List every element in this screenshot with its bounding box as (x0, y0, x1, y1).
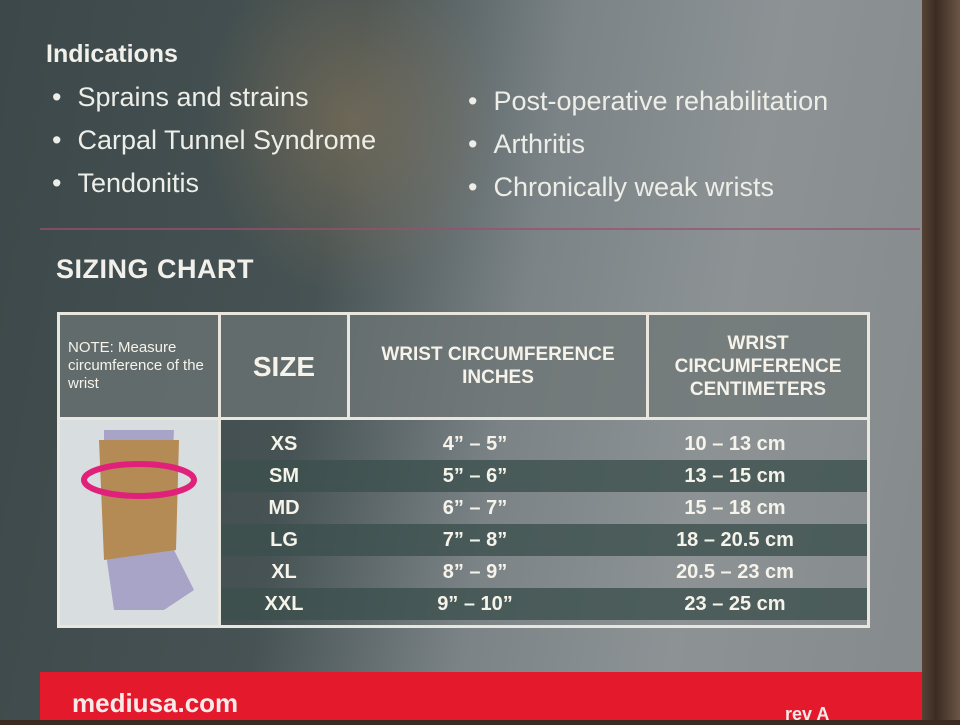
cell-size: MD (268, 497, 300, 519)
note-cell: NOTE: Measure circumference of the wrist (57, 312, 221, 420)
cell-inches: 7” – 8” (442, 529, 508, 551)
cell-cm: 23 – 25 cm (684, 593, 786, 615)
indication-item: Chronically weak wrists (468, 172, 828, 215)
sizing-chart-title: SIZING CHART (56, 254, 254, 284)
indication-item: Post-operative rehabilitation (468, 86, 828, 129)
footer-band (40, 672, 922, 720)
cell-inches: 9” – 10” (437, 593, 513, 615)
revision-label: rev A (785, 704, 830, 724)
cell-size: XL (271, 561, 297, 583)
cell-inches: 6” – 7” (442, 497, 508, 519)
cell-cm: 13 – 15 cm (684, 465, 786, 487)
cell-size: LG (270, 529, 298, 551)
wood-background (920, 0, 960, 720)
measure-wrist-icon (81, 430, 197, 610)
cell-size: XXL (264, 593, 304, 615)
sizing-table: NOTE: Measure circumference of the wrist… (57, 312, 870, 628)
cell-cm: 10 – 13 cm (684, 433, 786, 455)
indications-left: Sprains and strains Carpal Tunnel Syndro… (52, 82, 376, 211)
size-row: XS 4” – 5” 10 – 13 cm (221, 428, 867, 460)
cell-cm: 20.5 – 23 cm (676, 561, 794, 583)
indication-item: Carpal Tunnel Syndrome (52, 125, 376, 168)
cell-inches: 5” – 6” (442, 465, 508, 487)
cell-size: SM (269, 465, 299, 487)
size-row: SM 5” – 6” 13 – 15 cm (221, 460, 867, 492)
size-row: MD 6” – 7” 15 – 18 cm (221, 492, 867, 524)
wrist-illustration (57, 417, 221, 628)
cell-inches: 8” – 9” (442, 561, 508, 583)
indication-item: Tendonitis (52, 168, 376, 211)
header-cm: WRIST CIRCUMFERENCE CENTIMETERS (646, 312, 870, 420)
size-row: XL 8” – 9” 20.5 – 23 cm (221, 556, 867, 588)
indications-right: Post-operative rehabilitation Arthritis … (468, 86, 828, 215)
header-inches: WRIST CIRCUMFERENCE INCHES (347, 312, 649, 420)
header-size: SIZE (218, 312, 350, 420)
divider (40, 228, 920, 230)
size-row: LG 7” – 8” 18 – 20.5 cm (221, 524, 867, 556)
indications-title: Indications (46, 40, 178, 68)
size-row: XXL 9” – 10” 23 – 25 cm (221, 588, 867, 620)
cell-inches: 4” – 5” (442, 433, 508, 455)
cell-cm: 15 – 18 cm (684, 497, 786, 519)
indication-item: Sprains and strains (52, 82, 376, 125)
size-rows: XS 4” – 5” 10 – 13 cm SM 5” – 6” 13 – 15 cm MD… (221, 420, 867, 620)
website-link[interactable]: mediusa.com (72, 688, 239, 718)
indication-item: Arthritis (468, 129, 828, 172)
cell-size: XS (270, 433, 298, 455)
cell-cm: 18 – 20.5 cm (676, 529, 794, 551)
